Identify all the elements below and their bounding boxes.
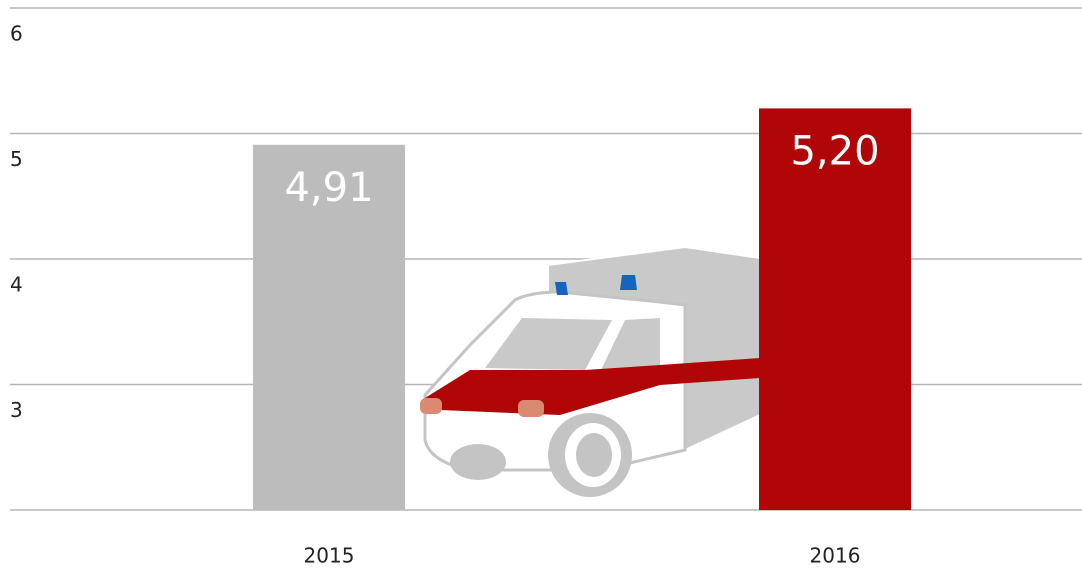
y-tick-label: 3 <box>10 398 23 422</box>
value-label: 5,20 <box>790 128 879 174</box>
bar <box>759 108 911 511</box>
bar <box>253 144 405 511</box>
value-label: 4,91 <box>284 165 373 211</box>
ambulance-illustration <box>420 245 761 497</box>
x-tick-label: 2016 <box>810 544 861 568</box>
y-tick-label: 4 <box>10 273 23 297</box>
y-tick-label: 5 <box>10 147 23 171</box>
y-tick-label: 6 <box>10 22 23 46</box>
x-tick-label: 2015 <box>304 544 355 568</box>
